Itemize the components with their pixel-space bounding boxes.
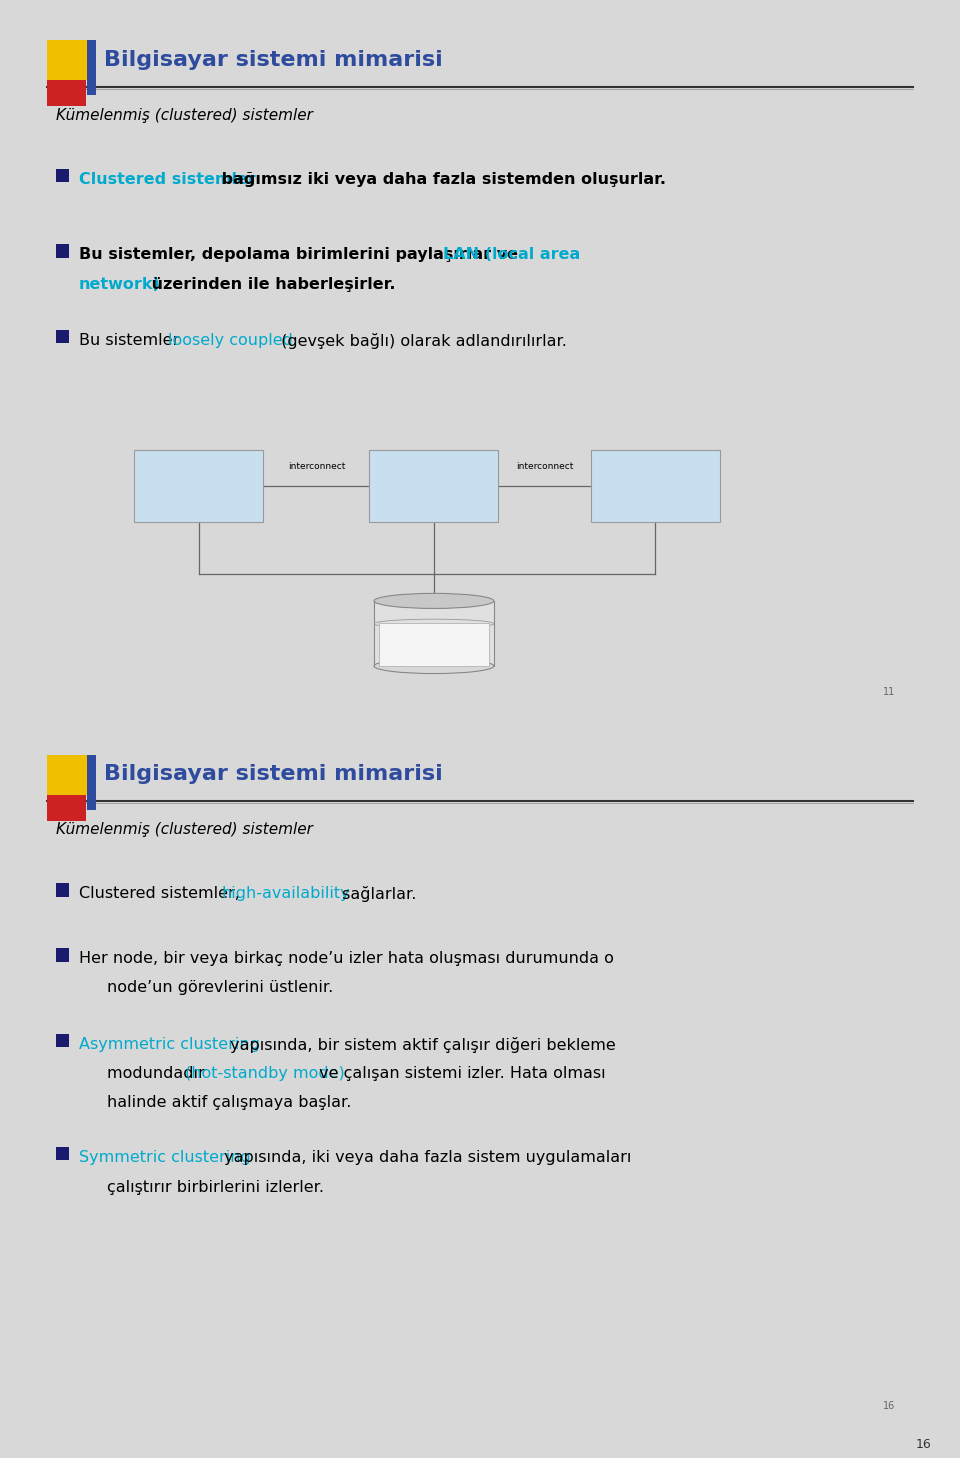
FancyBboxPatch shape xyxy=(47,792,85,821)
Text: Bu sistemler, depolama birimlerini paylaşırlar ve: Bu sistemler, depolama birimlerini payla… xyxy=(79,248,524,262)
Text: high-availability: high-availability xyxy=(222,886,350,901)
Text: node’un görevlerini üstlenir.: node’un görevlerini üstlenir. xyxy=(107,980,333,996)
Text: loosely coupled: loosely coupled xyxy=(169,332,294,348)
FancyBboxPatch shape xyxy=(56,884,69,897)
Text: çalıştırır birbirlerini izlerler.: çalıştırır birbirlerini izlerler. xyxy=(107,1181,324,1196)
Text: yapısında, iki veya daha fazla sistem uygulamaları: yapısında, iki veya daha fazla sistem uy… xyxy=(219,1150,632,1165)
Text: 16: 16 xyxy=(916,1438,931,1451)
Text: 11: 11 xyxy=(882,687,895,697)
FancyBboxPatch shape xyxy=(56,948,69,962)
Text: computer: computer xyxy=(410,481,458,491)
Text: Clustered sistemler,: Clustered sistemler, xyxy=(79,886,245,901)
FancyBboxPatch shape xyxy=(134,451,263,522)
FancyBboxPatch shape xyxy=(378,624,490,666)
FancyBboxPatch shape xyxy=(87,41,96,95)
FancyBboxPatch shape xyxy=(370,451,498,522)
Text: computer: computer xyxy=(176,481,223,491)
Text: yapısında, bir sistem aktif çalışır diğeri bekleme: yapısında, bir sistem aktif çalışır diğe… xyxy=(225,1037,615,1053)
Text: storage area
network: storage area network xyxy=(405,634,463,655)
Text: bağımsız iki veya daha fazla sistemden oluşurlar.: bağımsız iki veya daha fazla sistemden o… xyxy=(215,172,665,187)
FancyBboxPatch shape xyxy=(47,41,91,80)
Text: Kümelenmiş (clustered) sistemler: Kümelenmiş (clustered) sistemler xyxy=(56,822,313,837)
Text: interconnect: interconnect xyxy=(516,462,573,471)
Text: Clustered sistemler: Clustered sistemler xyxy=(79,172,256,187)
Text: network): network) xyxy=(79,277,161,293)
FancyBboxPatch shape xyxy=(87,755,96,809)
Ellipse shape xyxy=(374,659,493,674)
Text: halinde aktif çalışmaya başlar.: halinde aktif çalışmaya başlar. xyxy=(107,1095,351,1110)
Text: 16: 16 xyxy=(882,1401,895,1411)
Text: Symmetric clustering: Symmetric clustering xyxy=(79,1150,251,1165)
FancyBboxPatch shape xyxy=(56,1147,69,1161)
Ellipse shape xyxy=(374,593,493,608)
Text: interconnect: interconnect xyxy=(288,462,345,471)
FancyBboxPatch shape xyxy=(56,1034,69,1047)
Text: Bilgisayar sistemi mimarisi: Bilgisayar sistemi mimarisi xyxy=(104,50,443,70)
FancyBboxPatch shape xyxy=(56,243,69,258)
Text: üzerinden ile haberleşirler.: üzerinden ile haberleşirler. xyxy=(146,277,396,293)
FancyBboxPatch shape xyxy=(56,169,69,182)
FancyBboxPatch shape xyxy=(47,77,85,106)
Text: modundadır: modundadır xyxy=(107,1066,209,1080)
FancyBboxPatch shape xyxy=(374,601,493,666)
Text: (gevşek bağlı) olarak adlandırılırlar.: (gevşek bağlı) olarak adlandırılırlar. xyxy=(276,332,567,348)
FancyBboxPatch shape xyxy=(47,755,91,795)
Text: ve çalışan sistemi izler. Hata olması: ve çalışan sistemi izler. Hata olması xyxy=(314,1066,606,1080)
Text: Her node, bir veya birkaç node’u izler hata oluşması durumunda o: Her node, bir veya birkaç node’u izler h… xyxy=(79,952,614,967)
Text: Kümelenmiş (clustered) sistemler: Kümelenmiş (clustered) sistemler xyxy=(56,108,313,122)
Text: Bu sistemler: Bu sistemler xyxy=(79,332,184,348)
Text: LAN (local area: LAN (local area xyxy=(444,248,581,262)
Text: Asymmetric clustering: Asymmetric clustering xyxy=(79,1037,260,1053)
Text: (hot-standby mode): (hot-standby mode) xyxy=(185,1066,345,1080)
FancyBboxPatch shape xyxy=(56,330,69,343)
FancyBboxPatch shape xyxy=(590,451,720,522)
Text: Bilgisayar sistemi mimarisi: Bilgisayar sistemi mimarisi xyxy=(104,764,443,784)
Text: computer: computer xyxy=(632,481,679,491)
Text: sağlarlar.: sağlarlar. xyxy=(337,886,417,903)
Ellipse shape xyxy=(374,620,493,628)
